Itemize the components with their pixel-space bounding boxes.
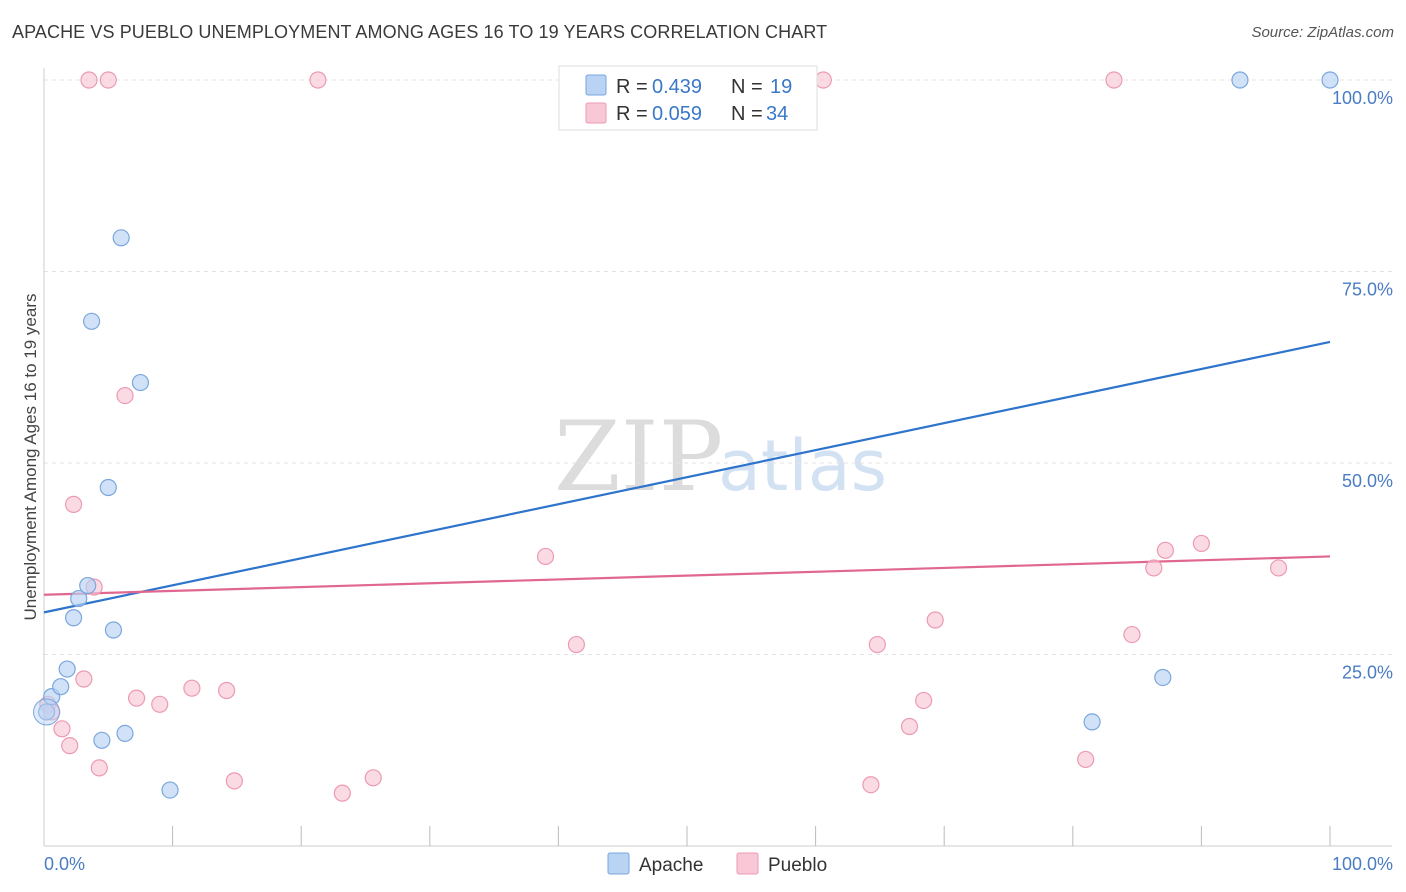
apache-point [70,589,88,608]
pueblo-point [225,772,243,790]
apache-point [82,312,101,330]
apache-trend-line [43,340,1331,614]
pueblo-point [90,759,108,777]
watermark-zip: ZIP [554,401,723,513]
apache-point [99,478,117,497]
pueblo-point [862,776,880,794]
pueblo-point [333,784,351,802]
pueblo-point [1077,750,1095,769]
legend-n-label: N = [731,76,763,98]
trend-lines [43,340,1331,614]
legend: R = 0.439 N = 19 R = 0.059 N = 34 [558,65,818,131]
apache-point [1154,668,1172,687]
apache-point [58,660,76,678]
apache-point [93,731,111,749]
bottom-legend-swatch-pueblo [736,852,759,875]
x-tick-label: 0.0% [44,854,85,874]
watermark: ZIP atlas [554,401,887,513]
pueblo-point [151,695,169,713]
pueblo-point [900,717,919,736]
tick-labels: 25.0% 50.0% 75.0% 100.0% 0.0% 100.0% [44,88,1393,874]
pueblo-point [80,71,98,89]
legend-r-label: R = [616,103,648,125]
x-tick-label: 100.0% [1332,854,1393,874]
grid-lines [44,79,1392,655]
pueblo-trend-line [43,555,1331,596]
pueblo-point [127,689,146,707]
y-tick-label: 25.0% [1342,663,1393,683]
apache-point [131,373,150,392]
apache-point [161,781,179,799]
legend-r-apache: 0.439 [652,76,702,98]
apache-point [1321,71,1339,89]
apache-point [52,678,70,696]
legend-swatch-pueblo [585,102,607,124]
pueblo-point [1123,625,1141,644]
pueblo-point [218,681,236,700]
pueblo-point [61,737,79,755]
chart-title: APACHE VS PUEBLO UNEMPLOYMENT AMONG AGES… [12,22,828,42]
pueblo-point [183,679,201,697]
bottom-legend-pueblo: Pueblo [768,855,827,876]
y-axis-label: Unemployment Among Ages 16 to 19 years [21,294,40,621]
pueblo-point [567,635,586,654]
pueblo-point [1269,559,1288,577]
y-tick-label: 75.0% [1342,280,1393,300]
y-tick-label: 50.0% [1342,471,1393,491]
pueblo-point [53,720,71,738]
pueblo-point [1145,559,1163,577]
pueblo-point [364,769,382,787]
pueblo-point [1156,541,1174,559]
legend-n-pueblo: 34 [766,103,788,125]
pueblo-point [75,670,93,688]
pueblo-point [99,71,117,89]
pueblo-point [915,691,933,710]
watermark-atlas: atlas [718,425,887,507]
apache-point [116,724,134,742]
pueblo-point [926,611,944,629]
apache-point [79,576,97,595]
apache-point-cluster [33,698,61,726]
apache-point [1083,713,1101,731]
data-points [33,71,1339,802]
bottom-legend: Apache Pueblo [607,852,827,876]
legend-r-label: R = [616,76,648,98]
apache-point [112,229,130,247]
pueblo-point [1105,71,1123,89]
apache-point [64,609,83,627]
bottom-legend-swatch-apache [607,852,630,875]
apache-point [1231,71,1249,89]
pueblo-point [1192,534,1211,553]
legend-r-pueblo: 0.059 [652,103,702,125]
pueblo-point [64,495,83,513]
source-credit: Source: ZipAtlas.com [1251,24,1394,41]
legend-n-label: N = [731,103,763,125]
pueblo-point [536,547,555,566]
pueblo-point [868,635,886,654]
legend-n-apache: 19 [770,76,792,98]
apache-point [104,621,123,639]
pueblo-point [309,71,327,89]
apache-point [37,703,56,721]
pueblo-point [814,71,832,89]
y-tick-label: 100.0% [1332,88,1393,108]
pueblo-point [116,386,134,405]
legend-swatch-apache [585,74,607,96]
bottom-legend-apache: Apache [639,855,703,876]
